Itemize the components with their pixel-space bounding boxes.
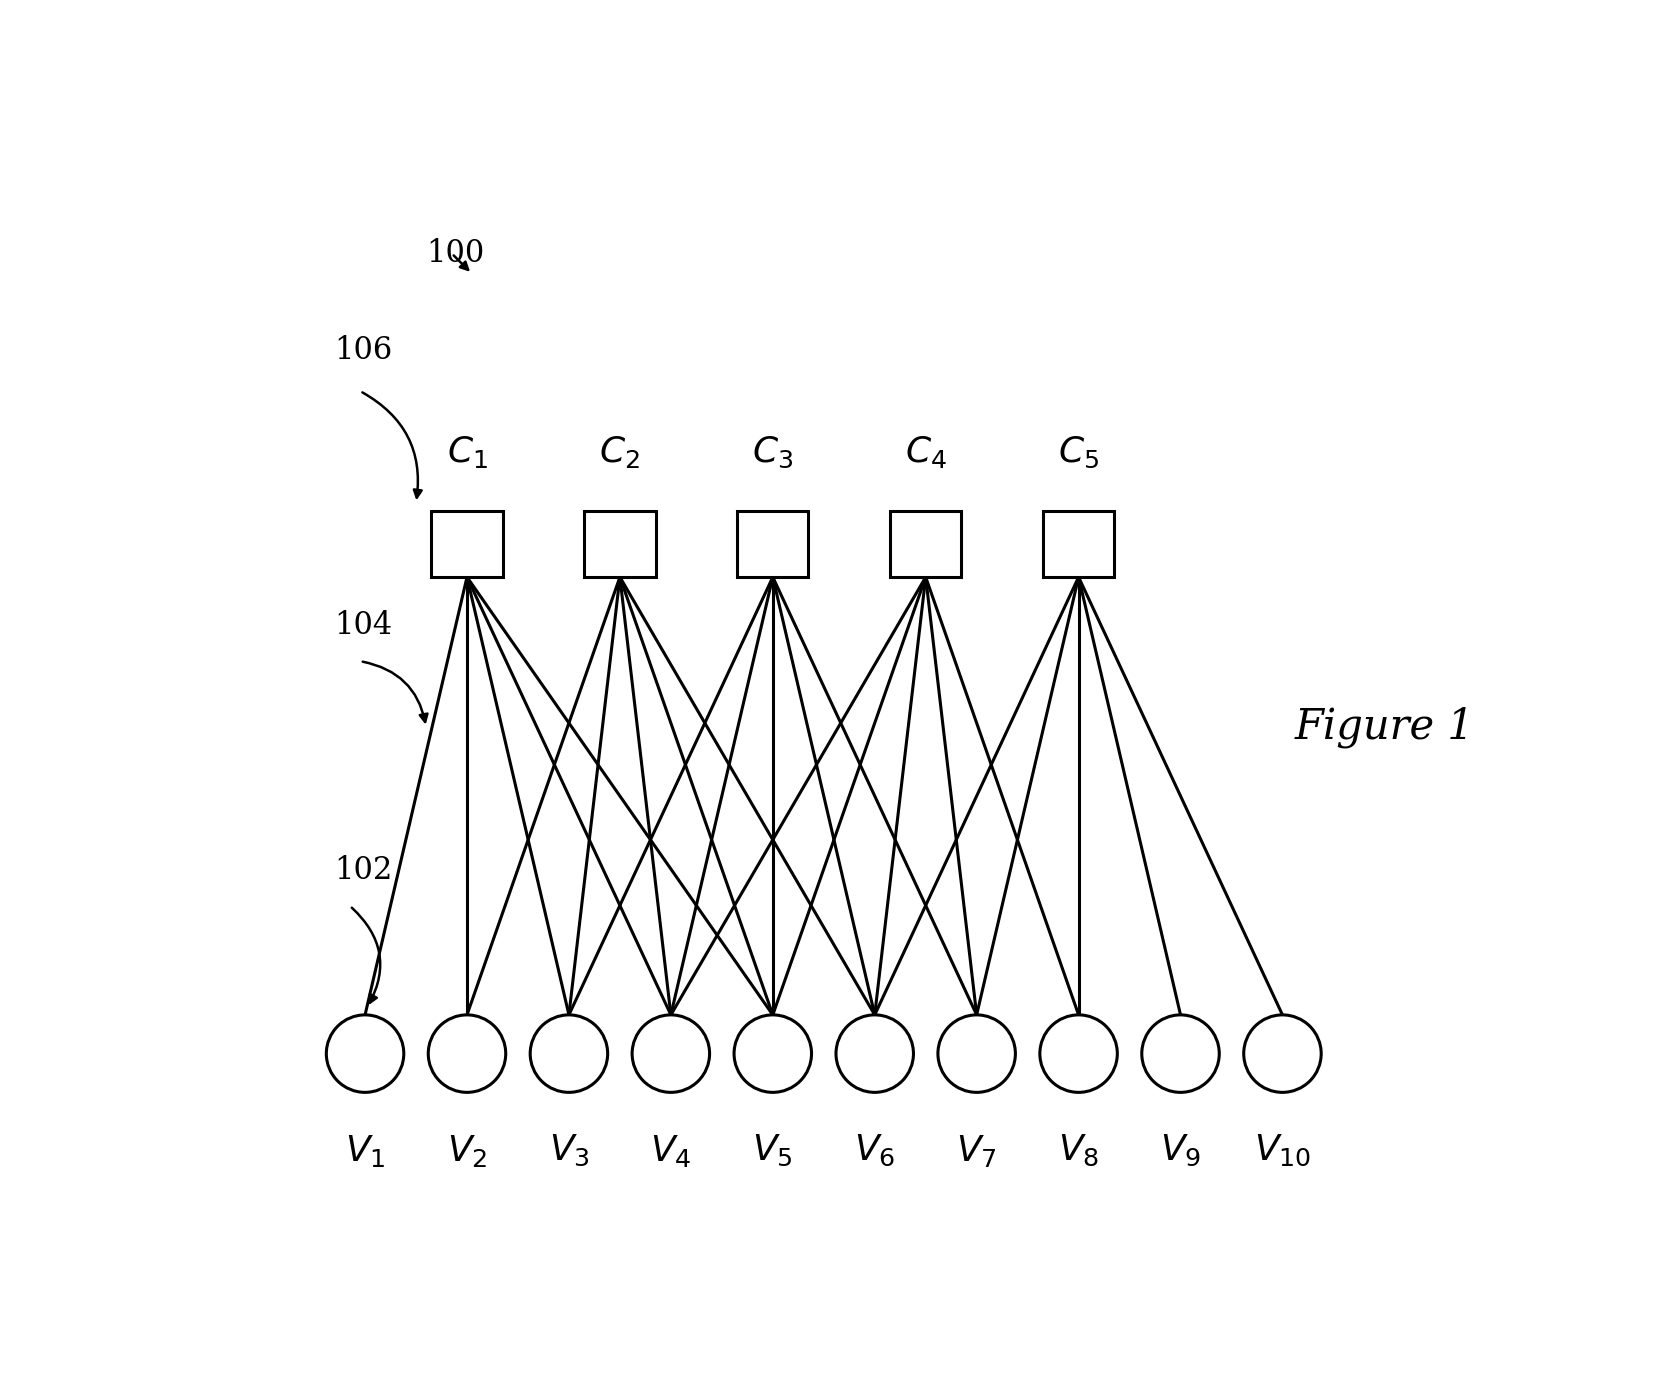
Text: 106: 106 xyxy=(335,335,393,366)
FancyBboxPatch shape xyxy=(1044,510,1114,577)
Text: $V_{2}$: $V_{2}$ xyxy=(447,1133,487,1169)
Circle shape xyxy=(530,1015,608,1093)
Text: $C_{3}$: $C_{3}$ xyxy=(752,435,793,470)
FancyBboxPatch shape xyxy=(583,510,655,577)
Text: $V_{9}$: $V_{9}$ xyxy=(1160,1133,1200,1169)
Text: $V_{8}$: $V_{8}$ xyxy=(1059,1133,1099,1169)
FancyBboxPatch shape xyxy=(737,510,808,577)
Circle shape xyxy=(733,1015,812,1093)
Text: $V_{4}$: $V_{4}$ xyxy=(650,1133,692,1169)
Circle shape xyxy=(1244,1015,1322,1093)
Text: $C_{2}$: $C_{2}$ xyxy=(600,434,640,470)
Text: $V_{5}$: $V_{5}$ xyxy=(752,1133,793,1169)
Text: 102: 102 xyxy=(335,855,393,885)
Circle shape xyxy=(632,1015,710,1093)
Text: 104: 104 xyxy=(335,610,393,641)
Circle shape xyxy=(1040,1015,1117,1093)
Circle shape xyxy=(835,1015,914,1093)
Text: $V_{1}$: $V_{1}$ xyxy=(345,1133,385,1169)
FancyBboxPatch shape xyxy=(890,510,962,577)
Text: $V_{10}$: $V_{10}$ xyxy=(1254,1133,1310,1169)
FancyBboxPatch shape xyxy=(432,510,503,577)
Text: $V_{7}$: $V_{7}$ xyxy=(957,1133,997,1169)
Text: $V_{6}$: $V_{6}$ xyxy=(854,1133,895,1169)
Text: $C_{5}$: $C_{5}$ xyxy=(1059,435,1099,470)
Text: $V_{3}$: $V_{3}$ xyxy=(548,1133,588,1169)
Circle shape xyxy=(939,1015,1015,1093)
Text: $C_{1}$: $C_{1}$ xyxy=(447,434,487,470)
Text: $C_{4}$: $C_{4}$ xyxy=(905,434,947,470)
Text: Figure 1: Figure 1 xyxy=(1295,706,1474,748)
Text: 100: 100 xyxy=(427,238,485,270)
Circle shape xyxy=(327,1015,403,1093)
Circle shape xyxy=(428,1015,505,1093)
Circle shape xyxy=(1142,1015,1219,1093)
